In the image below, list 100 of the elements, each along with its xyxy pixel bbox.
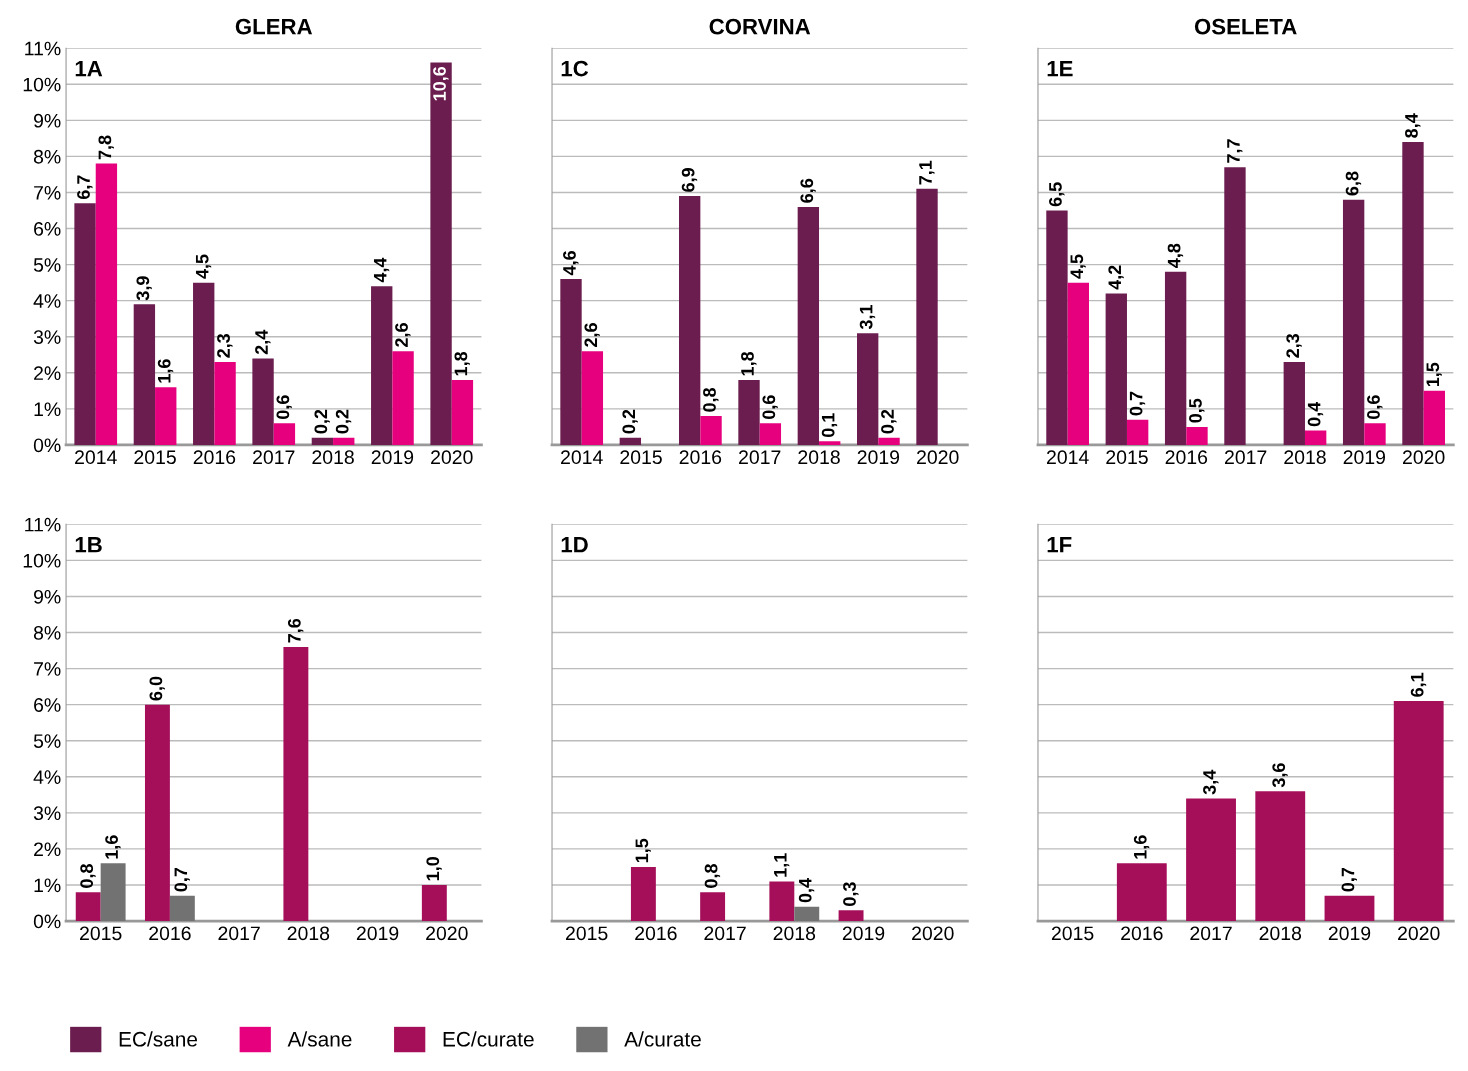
y-tick-label: 9% bbox=[34, 589, 61, 604]
bar bbox=[678, 196, 701, 445]
data-label: 0,8 bbox=[80, 864, 96, 888]
bar bbox=[74, 203, 96, 445]
data-label: 7,7 bbox=[1227, 139, 1243, 163]
x-tick-label: 2019 bbox=[842, 926, 885, 941]
bar bbox=[1304, 430, 1327, 445]
data-label: 2,6 bbox=[395, 323, 411, 347]
annotation: 1A bbox=[75, 60, 103, 77]
data-label: 0,7 bbox=[1129, 391, 1146, 416]
data-label: 1,6 bbox=[157, 359, 174, 383]
bar bbox=[769, 881, 795, 922]
chart-title: CORVINA bbox=[709, 18, 811, 35]
y-tick-label: 6% bbox=[34, 698, 61, 712]
x-tick-label: 2015 bbox=[1106, 450, 1148, 465]
x-tick-label: 2017 bbox=[1190, 926, 1232, 941]
bar bbox=[100, 863, 126, 922]
data-label: 10,6 bbox=[433, 66, 449, 101]
x-tick-label: 2014 bbox=[1046, 450, 1089, 465]
bar bbox=[1046, 210, 1068, 445]
data-label: 8,4 bbox=[1405, 113, 1421, 138]
bar bbox=[700, 892, 726, 922]
data-label: 1,6 bbox=[105, 835, 121, 859]
data-label: 0,6 bbox=[276, 395, 292, 419]
x-tick-label: 2020 bbox=[1398, 926, 1440, 941]
bar bbox=[759, 423, 782, 445]
y-tick-label: 8% bbox=[33, 149, 61, 164]
data-label: 0,4 bbox=[1307, 401, 1324, 427]
x-tick-label: 2020 bbox=[917, 450, 959, 465]
y-tick-label: 4% bbox=[33, 294, 61, 308]
bar bbox=[75, 892, 101, 922]
bar bbox=[392, 351, 414, 445]
bar bbox=[738, 380, 760, 445]
x-tick-label: 2016 bbox=[193, 450, 236, 465]
y-tick-label: 8% bbox=[33, 625, 61, 640]
x-tick-label: 2015 bbox=[620, 450, 662, 465]
data-label: 6,8 bbox=[1345, 171, 1362, 196]
x-tick-label: 2018 bbox=[312, 450, 354, 465]
x-tick-label: 2017 bbox=[704, 926, 746, 941]
bar bbox=[144, 704, 170, 922]
chart-title: GLERA bbox=[235, 18, 313, 35]
x-tick-label: 2019 bbox=[1343, 450, 1386, 465]
bar bbox=[169, 895, 195, 922]
bar bbox=[451, 380, 474, 445]
bar bbox=[1364, 423, 1386, 445]
bar bbox=[1186, 426, 1208, 445]
bar bbox=[430, 62, 452, 445]
x-tick-label: 2020 bbox=[426, 926, 468, 941]
bar bbox=[1324, 895, 1375, 922]
x-tick-label: 2015 bbox=[1051, 926, 1094, 941]
x-tick-label: 2019 bbox=[356, 926, 399, 941]
data-label: 4,5 bbox=[195, 254, 212, 279]
x-tick-label: 2015 bbox=[565, 926, 608, 941]
x-tick-label: 2019 bbox=[371, 450, 414, 465]
y-tick-label: 4% bbox=[33, 770, 61, 784]
x-tick-label: 2018 bbox=[1259, 926, 1302, 941]
data-label: 6,9 bbox=[681, 168, 698, 192]
data-label: 4,4 bbox=[373, 257, 390, 283]
bar bbox=[560, 279, 582, 445]
bar bbox=[878, 437, 900, 445]
data-label: 1,5 bbox=[1426, 362, 1442, 387]
x-tick-label: 2018 bbox=[798, 450, 840, 465]
bar bbox=[95, 163, 118, 445]
bar bbox=[252, 358, 274, 445]
data-label: 0,6 bbox=[1367, 395, 1383, 419]
bar bbox=[797, 206, 820, 445]
bar bbox=[1186, 798, 1236, 922]
data-label: 3,1 bbox=[859, 304, 876, 330]
data-label: 4,8 bbox=[1167, 243, 1184, 268]
bar bbox=[1164, 271, 1187, 445]
x-tick-label: 2015 bbox=[80, 926, 122, 941]
bar bbox=[421, 884, 447, 922]
legend-label: EC/curate bbox=[443, 1031, 534, 1047]
data-label: 0,7 bbox=[174, 867, 190, 892]
data-label: 1,1 bbox=[774, 853, 790, 877]
y-tick-label: 1% bbox=[34, 878, 61, 893]
data-label: 7,1 bbox=[919, 160, 935, 185]
x-tick-label: 2016 bbox=[149, 926, 191, 941]
bar bbox=[857, 333, 879, 445]
x-tick-label: 2016 bbox=[1121, 926, 1163, 941]
bar bbox=[214, 361, 236, 445]
bar bbox=[630, 866, 656, 922]
y-tick-label: 5% bbox=[33, 258, 61, 272]
x-tick-label: 2019 bbox=[857, 450, 900, 465]
annotation: 1D bbox=[561, 537, 588, 553]
y-tick-label: 1% bbox=[34, 402, 61, 417]
x-tick-label: 2019 bbox=[1328, 926, 1371, 941]
data-label: 2,3 bbox=[1286, 333, 1302, 358]
x-tick-label: 2017 bbox=[253, 450, 295, 465]
x-tick-label: 2020 bbox=[912, 926, 954, 941]
data-label: 3,4 bbox=[1203, 769, 1219, 795]
data-label: 1,5 bbox=[635, 838, 651, 863]
data-label: 0,2 bbox=[622, 409, 638, 434]
x-tick-label: 2020 bbox=[1403, 450, 1445, 465]
x-tick-label: 2014 bbox=[561, 450, 603, 465]
bar bbox=[819, 441, 841, 445]
bar bbox=[1423, 390, 1446, 445]
x-tick-label: 2018 bbox=[1284, 450, 1326, 465]
y-tick-label: 5% bbox=[33, 734, 61, 748]
data-label: 6,0 bbox=[149, 676, 165, 701]
